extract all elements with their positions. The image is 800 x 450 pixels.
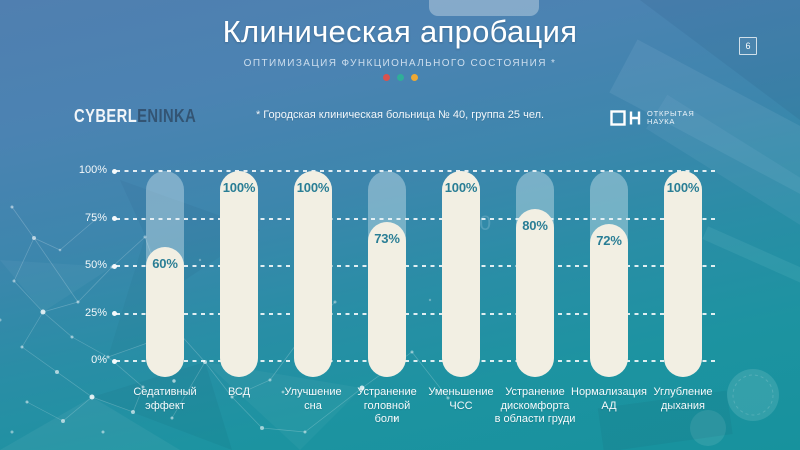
page-number: 6	[739, 37, 757, 55]
gridline	[112, 168, 717, 174]
bar-category-label: Седативный эффект	[133, 386, 197, 412]
gridline	[112, 263, 717, 269]
gridline	[112, 216, 717, 221]
bar-group: 100%	[664, 171, 702, 377]
open-science-line1: ОТКРЫТАЯ	[647, 108, 695, 118]
watermark-light-part: CYBERL	[74, 106, 138, 126]
accent-dots	[0, 74, 800, 81]
open-science-line2: НАУКА	[647, 117, 676, 126]
gridline	[112, 358, 717, 364]
bar-fill: 72%	[590, 224, 628, 377]
bar-fill: 100%	[294, 171, 332, 377]
slide-title: Клиническая апробация	[222, 14, 578, 49]
bar-group: 100%	[220, 171, 258, 377]
bar-category-label: Уменьшение ЧСС	[428, 386, 494, 412]
accent-dot	[396, 74, 404, 81]
y-axis-tick: 75%	[84, 211, 107, 224]
accent-dot	[410, 74, 418, 81]
bar-fill: 100%	[442, 171, 480, 377]
cyberleninka-watermark: CYBERLENINKA	[74, 106, 196, 127]
slide-subtitle: ОПТИМИЗАЦИЯ ФУНКЦИОНАЛЬНОГО СОСТОЯНИЯ *	[243, 58, 557, 69]
bar-category-label: Устранение головной боли	[357, 386, 417, 425]
open-science-icon	[610, 110, 641, 126]
bar-value-label: 60%	[152, 256, 178, 271]
bar-value-label: 72%	[596, 233, 622, 249]
background-light-tab	[429, 0, 539, 16]
bar-category-label: ВСД	[227, 386, 251, 398]
bar-value-label: 100%	[222, 180, 256, 195]
bar-category-label: Углубление дыхания	[653, 386, 713, 412]
y-axis-tick: 50%	[84, 259, 107, 271]
gridline	[112, 311, 717, 316]
bar-group: 80%	[516, 171, 554, 377]
bar-group: 72%	[590, 171, 628, 377]
y-axis-tick: 25%	[84, 306, 107, 319]
bar-value-label: 73%	[374, 231, 400, 247]
bar-value-label: 100%	[444, 180, 478, 195]
bar-category-label: Нормализация АД	[571, 386, 647, 412]
bar-group: 60%	[146, 171, 184, 377]
bar-fill: 100%	[220, 171, 258, 377]
watermark-dark-part: ENINKA	[137, 106, 197, 126]
y-axis-tick: 100%	[78, 164, 107, 176]
y-axis-tick: 0%	[91, 354, 107, 366]
bar-group: 100%	[294, 171, 332, 377]
bar-value-label: 100%	[666, 180, 700, 195]
bar-fill: 60%	[146, 247, 184, 377]
open-science-label: ОТКРЫТАЯ НАУКА	[647, 108, 695, 127]
bar-group: 100%	[442, 171, 480, 377]
bar-category-label: Устранение дискомфорта в области груди	[494, 386, 576, 425]
bar-fill: 100%	[664, 171, 702, 377]
bar-fill: 80%	[516, 209, 554, 377]
bar-value-label: 100%	[296, 180, 330, 195]
bar-category-label: Улучшение сна	[284, 386, 342, 412]
bar-value-label: 80%	[522, 218, 548, 233]
accent-dot	[382, 74, 390, 81]
footnote: * Городская клиническая больница № 40, г…	[255, 109, 545, 121]
bar-group: 73%	[368, 171, 406, 377]
bar-fill: 73%	[368, 222, 406, 377]
open-science-logo: ОТКРЫТАЯ НАУКА	[610, 108, 695, 128]
